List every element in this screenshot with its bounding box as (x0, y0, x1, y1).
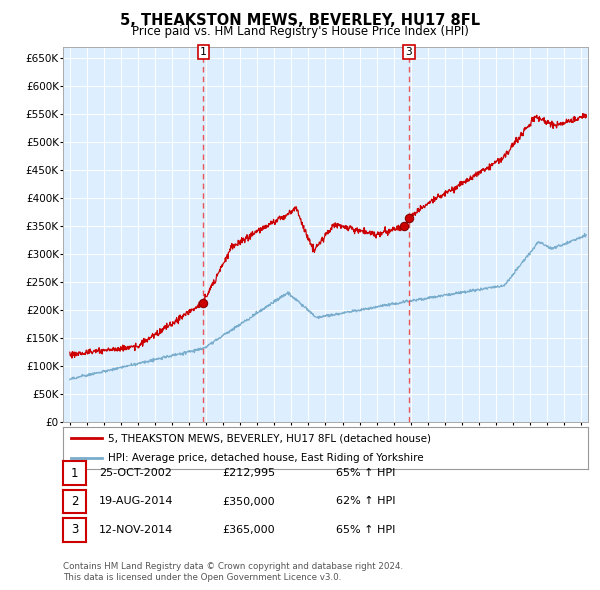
Text: 65% ↑ HPI: 65% ↑ HPI (336, 468, 395, 478)
Text: 62% ↑ HPI: 62% ↑ HPI (336, 497, 395, 506)
Text: 5, THEAKSTON MEWS, BEVERLEY, HU17 8FL: 5, THEAKSTON MEWS, BEVERLEY, HU17 8FL (120, 13, 480, 28)
Text: 5, THEAKSTON MEWS, BEVERLEY, HU17 8FL (detached house): 5, THEAKSTON MEWS, BEVERLEY, HU17 8FL (d… (107, 434, 431, 444)
Text: 3: 3 (71, 523, 78, 536)
Text: HPI: Average price, detached house, East Riding of Yorkshire: HPI: Average price, detached house, East… (107, 454, 423, 463)
Text: 1: 1 (200, 47, 206, 57)
Text: 2: 2 (71, 495, 78, 508)
Text: £365,000: £365,000 (222, 525, 275, 535)
Text: Price paid vs. HM Land Registry's House Price Index (HPI): Price paid vs. HM Land Registry's House … (131, 25, 469, 38)
Text: 65% ↑ HPI: 65% ↑ HPI (336, 525, 395, 535)
Text: 12-NOV-2014: 12-NOV-2014 (99, 525, 173, 535)
Text: £212,995: £212,995 (222, 468, 275, 478)
Text: Contains HM Land Registry data © Crown copyright and database right 2024.: Contains HM Land Registry data © Crown c… (63, 562, 403, 571)
Text: 3: 3 (406, 47, 412, 57)
Text: 19-AUG-2014: 19-AUG-2014 (99, 497, 173, 506)
Text: £350,000: £350,000 (222, 497, 275, 506)
Text: 1: 1 (71, 467, 78, 480)
Text: 25-OCT-2002: 25-OCT-2002 (99, 468, 172, 478)
Text: This data is licensed under the Open Government Licence v3.0.: This data is licensed under the Open Gov… (63, 573, 341, 582)
